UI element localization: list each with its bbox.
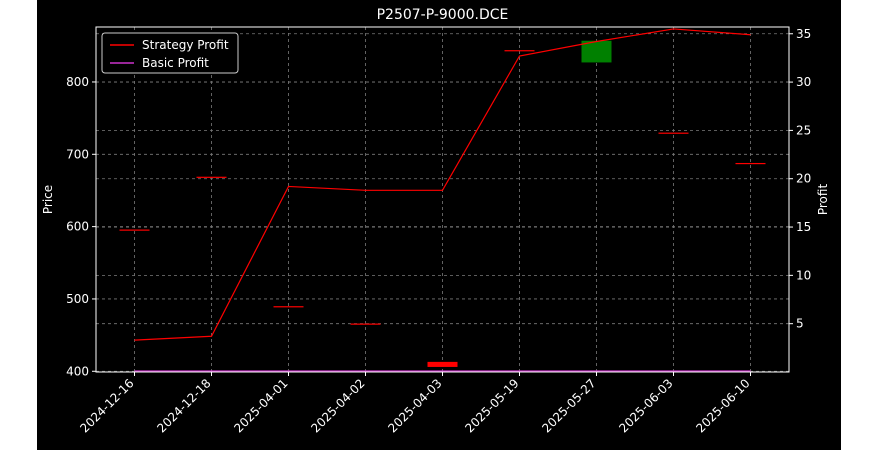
candle xyxy=(427,361,458,367)
x-tick-label: 2024-12-16 xyxy=(77,376,136,435)
candle xyxy=(504,50,535,52)
chart-title: P2507-P-9000.DCE xyxy=(377,7,509,23)
left-tick-label: 700 xyxy=(66,147,89,161)
right-tick-label: 15 xyxy=(796,220,811,234)
candle xyxy=(735,162,766,165)
line-layer xyxy=(134,28,751,372)
right-tick-label: 30 xyxy=(796,75,811,89)
plot-frame xyxy=(95,26,790,373)
chart-svg: 400 500 600 700 800 5 10 15 20 25 30 35 2024-12-16… xyxy=(41,7,830,435)
right-axis-label: Profit xyxy=(816,184,830,216)
legend-label: Basic Profit xyxy=(142,56,209,70)
left-tick-label: 600 xyxy=(66,220,89,234)
x-tick-label: 2025-04-03 xyxy=(385,376,444,435)
candle xyxy=(273,306,304,308)
x-tick-label: 2025-06-10 xyxy=(693,376,752,435)
left-tick-label: 400 xyxy=(66,364,89,378)
candle xyxy=(350,323,381,325)
candle-layer xyxy=(119,40,766,367)
right-tick-label: 20 xyxy=(796,172,811,186)
series-line xyxy=(134,28,751,341)
candle xyxy=(581,40,612,63)
x-tick-label: 2025-06-03 xyxy=(616,376,675,435)
right-tick-label: 25 xyxy=(796,123,811,137)
right-tick-label: 5 xyxy=(796,317,804,331)
x-tick-label: 2025-05-19 xyxy=(462,376,521,435)
x-tick-label: 2024-12-18 xyxy=(154,376,213,435)
legend-label: Strategy Profit xyxy=(142,38,229,52)
x-tick-label: 2025-04-02 xyxy=(308,376,367,435)
grid-layer xyxy=(96,27,789,372)
right-tick-label: 10 xyxy=(796,268,811,282)
right-axis-ticks: 5 10 15 20 25 30 35 xyxy=(789,27,811,331)
candle xyxy=(196,176,227,178)
x-tick-label: 2025-05-27 xyxy=(539,376,598,435)
left-tick-label: 500 xyxy=(66,292,89,306)
left-tick-label: 800 xyxy=(66,75,89,89)
left-axis-ticks: 400 500 600 700 800 xyxy=(66,75,96,378)
chart-figure: 400 500 600 700 800 5 10 15 20 25 30 35 2024-12-16… xyxy=(37,0,841,450)
x-tick-label: 2025-04-01 xyxy=(231,376,290,435)
legend-box xyxy=(101,32,239,74)
chart-legend: Strategy Profit Basic Profit xyxy=(101,32,239,74)
left-axis-label: Price xyxy=(41,185,55,214)
right-tick-label: 35 xyxy=(796,27,811,41)
x-axis-ticks: 2024-12-16 2024-12-18 2025-04-01 2025-04-02… xyxy=(77,372,753,435)
candle xyxy=(658,132,689,134)
candle xyxy=(119,229,150,231)
